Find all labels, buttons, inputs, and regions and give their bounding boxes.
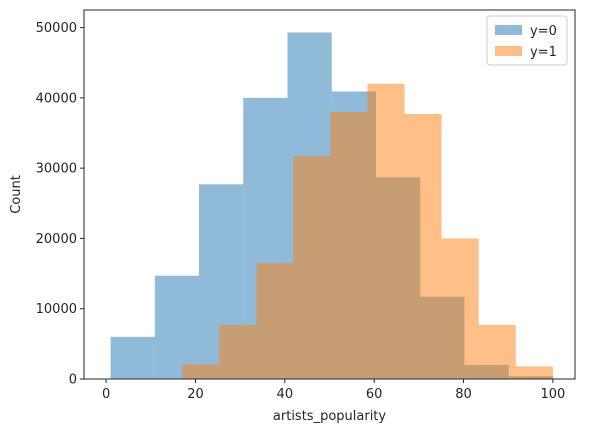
histogram-bar-series-0-bin-1 <box>155 276 199 379</box>
x-tick-label: 0 <box>102 387 110 402</box>
histogram-bar-series-1-bin-1 <box>219 325 256 379</box>
histogram-bar-series-1-bin-8 <box>479 325 516 379</box>
histogram-bar-series-1-bin-0 <box>182 364 219 379</box>
histogram-bar-series-0-bin-0 <box>111 337 155 379</box>
y-tick-label: 10000 <box>36 302 77 317</box>
x-tick-label: 100 <box>540 387 565 402</box>
y-tick-label: 0 <box>69 373 77 388</box>
histogram-bar-series-1-bin-7 <box>442 238 479 379</box>
bars-layer <box>111 32 553 379</box>
legend-label-0: y=0 <box>530 24 557 39</box>
histogram-bar-series-1-bin-6 <box>405 114 442 379</box>
histogram-bar-series-1-bin-9 <box>516 366 553 379</box>
histogram-bar-series-1-bin-2 <box>256 263 293 379</box>
y-tick-label: 20000 <box>36 232 77 247</box>
y-axis: 0 10000 20000 30000 40000 50000 <box>36 21 84 387</box>
y-tick-label: 40000 <box>36 91 77 106</box>
x-tick-label: 20 <box>187 387 204 402</box>
x-axis: 0 20 40 60 80 100 <box>102 379 565 402</box>
x-tick-label: 80 <box>455 387 472 402</box>
y-tick-label: 30000 <box>36 162 77 177</box>
legend-label-1: y=1 <box>530 45 557 60</box>
x-tick-label: 60 <box>366 387 383 402</box>
histogram-bar-series-1-bin-3 <box>293 156 330 379</box>
histogram-bar-series-1-bin-4 <box>330 112 367 379</box>
legend-swatch-1 <box>495 46 522 56</box>
legend: y=0y=1 <box>487 16 567 65</box>
y-axis-label: Count <box>9 175 24 214</box>
x-tick-label: 40 <box>277 387 294 402</box>
legend-swatch-0 <box>495 25 522 35</box>
x-axis-label: artists_popularity <box>273 409 386 424</box>
y-tick-label: 50000 <box>36 21 77 36</box>
histogram-bar-series-1-bin-5 <box>367 84 404 379</box>
